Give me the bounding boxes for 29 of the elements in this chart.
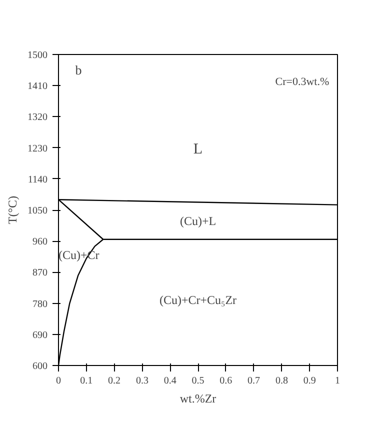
x-tick-label: 0.1: [80, 376, 93, 386]
x-tick-label: 1: [335, 376, 340, 386]
y-tick-label: 1230: [28, 143, 48, 154]
x-tick-label: 0.6: [220, 376, 232, 386]
y-tick-label: 1140: [28, 174, 48, 186]
y-tick-label: 1500: [28, 50, 48, 61]
annotation: b: [75, 62, 82, 78]
y-tick-label: 600: [32, 361, 48, 372]
annotation: L: [193, 142, 203, 158]
x-tick-label: 0.2: [108, 376, 121, 386]
annotation: (Cu)+L: [180, 214, 216, 228]
y-tick-label: 870: [32, 268, 48, 279]
x-axis-title: wt.%Zr: [180, 392, 216, 406]
y-tick-label: 690: [32, 330, 48, 341]
y-tick-label: 960: [32, 236, 48, 248]
annotation: (Cu)+Cr+Cu₅Zr: [159, 292, 237, 307]
y-tick-label: 780: [32, 298, 48, 310]
x-tick-label: 0.5: [192, 376, 204, 386]
x-tick-label: 0: [56, 376, 61, 386]
x-tick-label: 0.3: [136, 376, 148, 386]
x-tick-label: 0.4: [164, 376, 176, 386]
x-tick-label: 0.7: [248, 376, 260, 386]
y-tick-label: 1320: [28, 112, 48, 124]
y-axis-title: T(°C): [6, 196, 20, 224]
y-tick-label: 1410: [28, 81, 48, 92]
annotation: Cr=0.3wt.%: [275, 76, 330, 88]
x-tick-label: 0.9: [303, 376, 316, 386]
y-tick-label: 1050: [28, 206, 48, 216]
x-tick-label: 0.8: [275, 376, 288, 386]
